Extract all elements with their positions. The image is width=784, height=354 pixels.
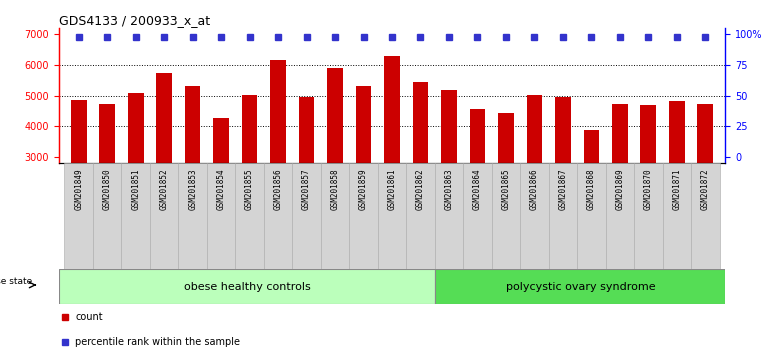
Text: percentile rank within the sample: percentile rank within the sample xyxy=(75,337,241,347)
Text: GSM201868: GSM201868 xyxy=(587,168,596,210)
Bar xyxy=(292,163,321,269)
Bar xyxy=(327,68,343,249)
Text: GSM201859: GSM201859 xyxy=(359,168,368,210)
Bar xyxy=(100,104,115,249)
Bar xyxy=(241,95,257,249)
Bar xyxy=(128,92,143,249)
Text: GSM201855: GSM201855 xyxy=(245,168,254,210)
Bar xyxy=(299,97,314,249)
Text: GSM201861: GSM201861 xyxy=(387,168,397,210)
Text: GSM201853: GSM201853 xyxy=(188,168,197,210)
Bar xyxy=(71,99,86,249)
Bar xyxy=(463,163,492,269)
Bar xyxy=(634,163,662,269)
Text: disease state: disease state xyxy=(0,277,32,286)
Bar xyxy=(577,163,605,269)
Bar xyxy=(612,104,628,249)
Bar xyxy=(150,163,179,269)
Bar xyxy=(641,105,656,249)
Bar xyxy=(235,163,264,269)
Text: GSM201849: GSM201849 xyxy=(74,168,83,210)
Text: GSM201866: GSM201866 xyxy=(530,168,539,210)
Bar xyxy=(356,86,372,249)
Text: GSM201852: GSM201852 xyxy=(160,168,169,210)
Bar xyxy=(93,163,122,269)
Bar xyxy=(691,163,720,269)
Bar xyxy=(470,109,485,249)
Text: GSM201870: GSM201870 xyxy=(644,168,653,210)
Bar xyxy=(605,163,634,269)
Text: GSM201857: GSM201857 xyxy=(302,168,311,210)
Text: count: count xyxy=(75,312,103,322)
Text: obese healthy controls: obese healthy controls xyxy=(183,282,310,292)
Text: GSM201863: GSM201863 xyxy=(445,168,453,210)
Bar xyxy=(549,163,577,269)
Bar xyxy=(698,104,713,249)
Bar xyxy=(555,97,571,249)
Bar xyxy=(64,163,93,269)
Bar xyxy=(185,86,201,249)
Text: GSM201851: GSM201851 xyxy=(131,168,140,210)
Bar xyxy=(378,163,406,269)
Text: GSM201871: GSM201871 xyxy=(673,168,681,210)
Text: GSM201854: GSM201854 xyxy=(216,168,226,210)
Text: GSM201856: GSM201856 xyxy=(274,168,282,210)
Bar xyxy=(527,95,543,249)
Bar xyxy=(384,56,400,249)
Text: GSM201867: GSM201867 xyxy=(558,168,568,210)
Bar xyxy=(270,61,286,249)
Bar xyxy=(583,130,599,249)
Bar xyxy=(435,269,725,304)
Bar xyxy=(213,118,229,249)
Text: GSM201869: GSM201869 xyxy=(615,168,624,210)
Bar xyxy=(412,82,428,249)
Bar xyxy=(321,163,350,269)
Bar xyxy=(492,163,520,269)
Bar xyxy=(669,101,684,249)
Text: GSM201858: GSM201858 xyxy=(331,168,339,210)
Bar xyxy=(59,269,435,304)
Bar xyxy=(156,73,172,249)
Text: GSM201862: GSM201862 xyxy=(416,168,425,210)
Bar xyxy=(264,163,292,269)
Text: GSM201865: GSM201865 xyxy=(502,168,510,210)
Text: polycystic ovary syndrome: polycystic ovary syndrome xyxy=(506,282,655,292)
Bar xyxy=(441,90,457,249)
Text: GSM201850: GSM201850 xyxy=(103,168,111,210)
Bar xyxy=(662,163,691,269)
Text: GDS4133 / 200933_x_at: GDS4133 / 200933_x_at xyxy=(59,14,210,27)
Text: GSM201864: GSM201864 xyxy=(473,168,482,210)
Bar xyxy=(122,163,150,269)
Bar xyxy=(520,163,549,269)
Bar xyxy=(406,163,434,269)
Bar xyxy=(498,113,514,249)
Bar xyxy=(434,163,463,269)
Bar xyxy=(207,163,235,269)
Text: GSM201872: GSM201872 xyxy=(701,168,710,210)
Bar xyxy=(179,163,207,269)
Bar xyxy=(350,163,378,269)
